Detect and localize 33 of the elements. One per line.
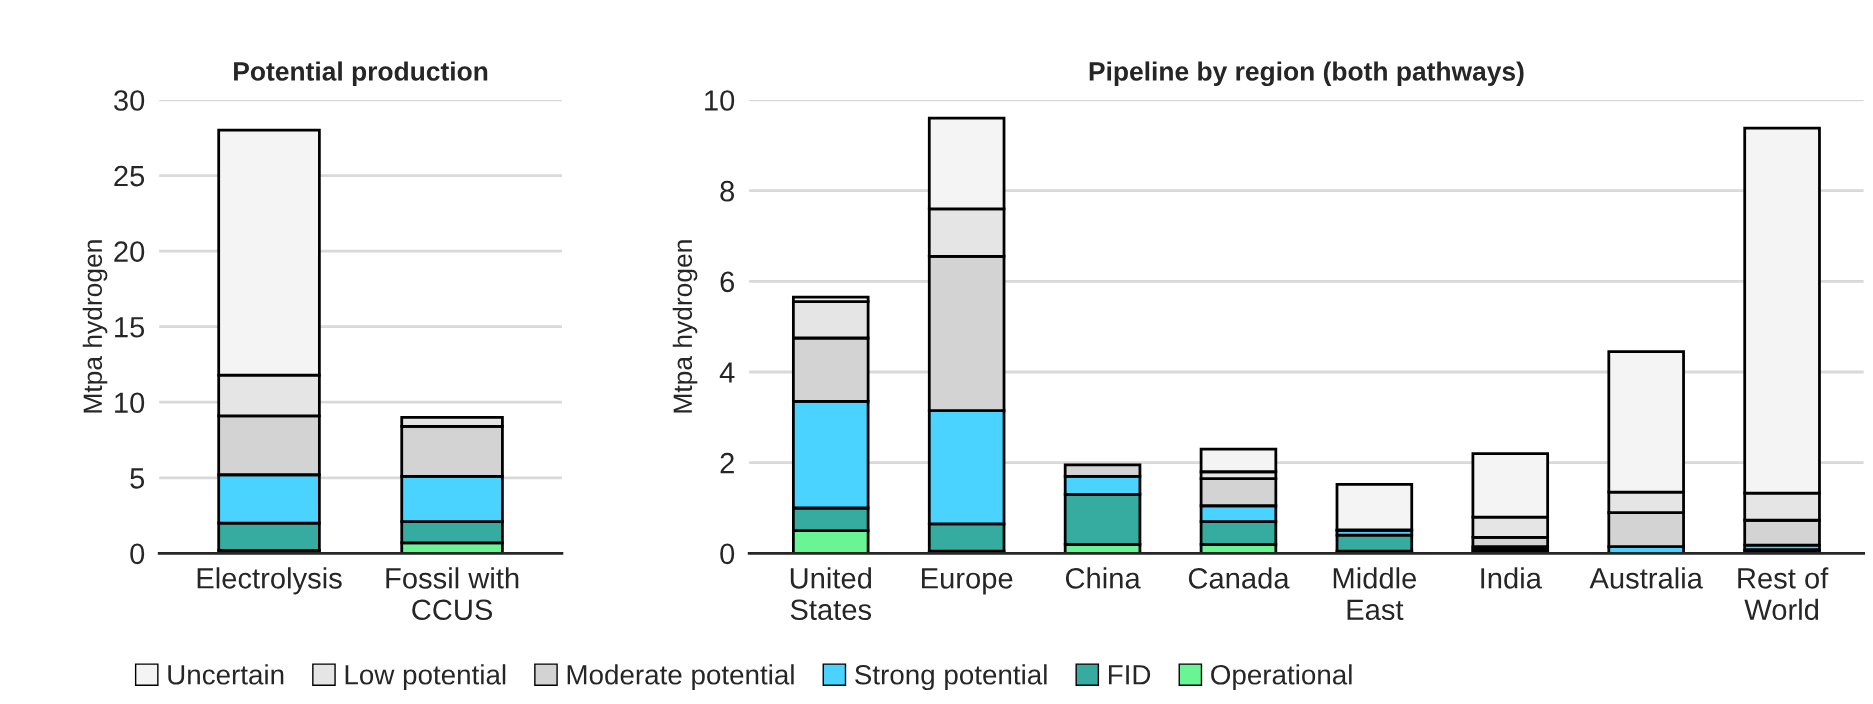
legend-label: Moderate potential xyxy=(567,664,794,691)
y-tick-label: 30 xyxy=(113,90,145,111)
y-tick-label: 6 xyxy=(720,271,735,293)
y-tick-label: 10 xyxy=(115,392,145,414)
legend-label: Low potential xyxy=(345,664,506,691)
x-tick-label: Rest of World xyxy=(1738,567,1829,621)
x-tick-label: India xyxy=(1481,567,1542,589)
x-tick-label: Electrolysis xyxy=(197,567,342,595)
chart-title: Potential production xyxy=(234,61,488,86)
y-tick-label: 0 xyxy=(720,543,735,565)
y-tick-label: 4 xyxy=(719,362,735,383)
y-axis-title: Mtpa hydrogen xyxy=(672,240,698,413)
x-tick-label: China xyxy=(1065,567,1141,589)
y-tick-label: 20 xyxy=(114,241,145,262)
legend-label: Uncertain xyxy=(168,664,284,685)
x-tick-label: Fossil with CCUS xyxy=(386,567,519,621)
y-tick-label: 5 xyxy=(130,468,145,489)
chart-title: Pipeline by region (both pathways) xyxy=(1089,61,1524,87)
x-tick-label: Australia xyxy=(1589,567,1703,589)
x-tick-label: Europe xyxy=(922,568,1013,595)
y-tick-label: 0 xyxy=(130,543,145,565)
y-tick-label: 10 xyxy=(705,90,735,111)
y-axis-title: Mtpa hydrogen xyxy=(82,240,108,413)
y-tick-label: 8 xyxy=(720,180,735,202)
x-tick-label: United States xyxy=(790,567,872,621)
y-tick-label: 25 xyxy=(114,165,145,187)
x-tick-label: Canada xyxy=(1188,567,1290,589)
y-tick-label: 15 xyxy=(115,317,145,338)
x-tick-label: Middle East xyxy=(1333,567,1417,621)
legend-label: Strong potential xyxy=(855,664,1047,691)
y-tick-label: 2 xyxy=(720,452,734,474)
legend-label: Operational xyxy=(1211,664,1352,691)
legend-label: FID xyxy=(1109,665,1151,685)
